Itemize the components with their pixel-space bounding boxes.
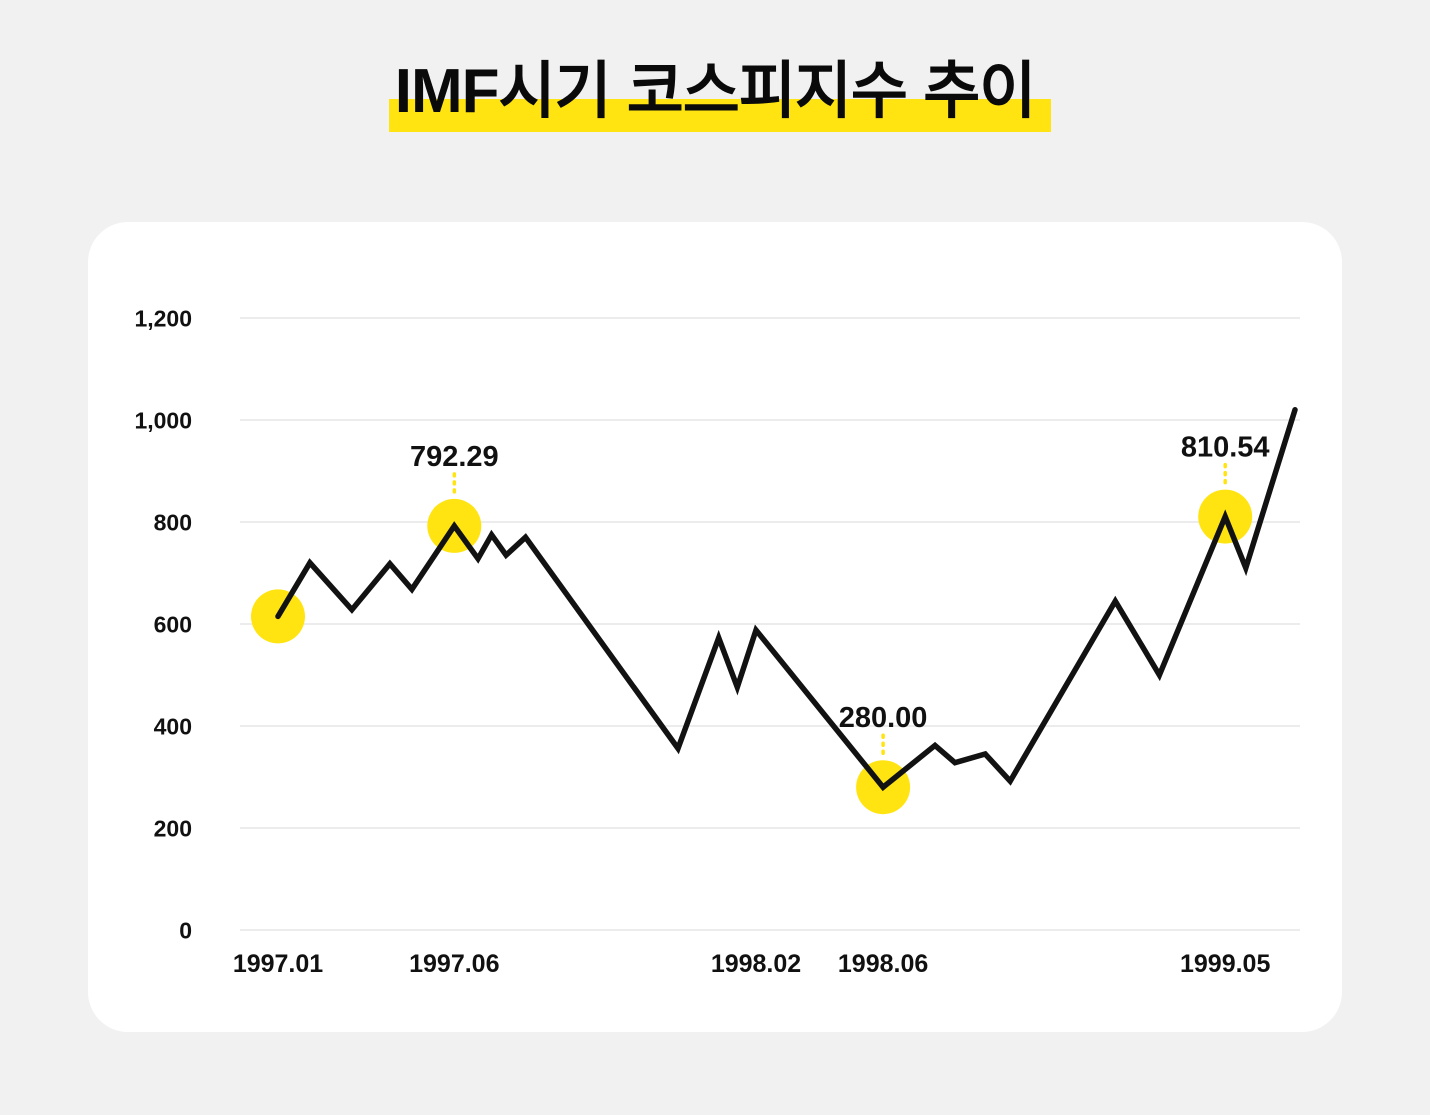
y-tick-label: 600 (154, 612, 192, 638)
y-tick-label: 200 (154, 816, 192, 842)
marker-label: 792.29 (410, 441, 499, 473)
marker-label: 280.00 (839, 702, 928, 734)
kospi-chart: 0 200 400 600 800 1,000 1,200 1997.01 1997.06 199… (134, 306, 1300, 978)
y-tick-label: 400 (154, 714, 192, 740)
x-tick-label: 1999.05 (1180, 950, 1270, 978)
marker-label: 810.54 (1181, 432, 1270, 464)
y-tick-label: 1,000 (134, 408, 192, 434)
y-tick-label: 0 (179, 918, 192, 944)
y-tick-label: 800 (154, 510, 192, 536)
x-tick-label: 1997.01 (233, 950, 323, 978)
x-tick-label: 1997.06 (409, 950, 499, 978)
x-tick-label: 1998.02 (711, 950, 801, 978)
kospi-line (275, 407, 1298, 792)
y-tick-label: 1,200 (134, 306, 192, 332)
page-header: IMF시기 코스피지수 추이 (0, 0, 1430, 133)
page-title: IMF시기 코스피지수 추이 (388, 56, 1051, 133)
title-highlight: IMF시기 코스피지수 추이 (388, 56, 1051, 133)
x-tick-label: 1998.06 (838, 950, 928, 978)
chart-card: 0 200 400 600 800 1,000 1,200 1997.01 1997.06 199… (88, 222, 1342, 1032)
